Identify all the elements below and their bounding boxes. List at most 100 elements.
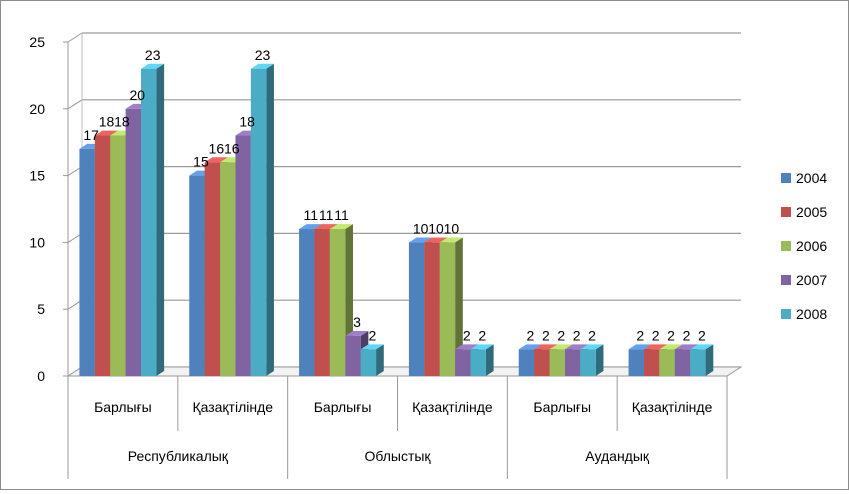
data-label: 11	[319, 207, 334, 223]
data-label: 11	[304, 207, 319, 223]
data-label: 2	[542, 327, 550, 343]
data-label: 18	[114, 114, 130, 130]
bar-top	[360, 344, 384, 350]
y-tick-label: 25	[29, 34, 45, 50]
data-label: 16	[224, 140, 240, 156]
data-label: 2	[557, 327, 565, 343]
bar-top	[564, 344, 589, 350]
legend-swatch	[781, 275, 791, 285]
data-label: 2	[478, 327, 486, 343]
bar-side	[705, 344, 714, 376]
data-label: 10	[428, 220, 444, 236]
data-label: 18	[99, 114, 115, 130]
y-tick-label: 20	[29, 101, 45, 117]
x-tick-label: Барлығы	[94, 399, 152, 415]
bar-side	[156, 63, 165, 377]
x-tick-label: Қазақтілінде	[192, 399, 273, 415]
bar	[643, 349, 660, 376]
bar	[345, 335, 361, 376]
bar-top	[204, 157, 228, 163]
bar-top	[408, 237, 433, 243]
bar	[439, 242, 456, 376]
bar	[220, 162, 236, 376]
bar-top	[141, 63, 165, 69]
bar-top	[674, 344, 698, 350]
bar-top	[345, 330, 369, 336]
bar	[408, 242, 425, 376]
data-label: 10	[444, 220, 460, 236]
bar	[235, 135, 251, 376]
gridline-depth	[67, 99, 83, 110]
bar	[79, 148, 95, 376]
bar	[329, 229, 346, 376]
y-tick-label: 0	[37, 368, 45, 384]
data-label: 2	[463, 327, 471, 343]
bar	[549, 349, 565, 376]
data-label: 2	[652, 327, 660, 343]
bar-top	[424, 237, 448, 243]
data-label: 17	[83, 127, 99, 143]
bar-side	[485, 344, 494, 376]
data-label: 2	[588, 327, 596, 343]
bar	[94, 135, 111, 376]
bar-side	[266, 63, 274, 377]
bar-top	[314, 224, 338, 230]
bar	[628, 349, 644, 376]
bar	[690, 349, 706, 376]
legend-label: 2006	[796, 238, 827, 254]
legend-swatch	[781, 173, 791, 183]
axes	[63, 33, 743, 377]
legend-swatch	[781, 309, 791, 319]
bar-side	[455, 237, 463, 376]
bar-top	[470, 344, 494, 350]
bar-top	[94, 130, 118, 136]
bar	[141, 68, 157, 376]
legend-label: 2007	[796, 272, 827, 288]
bar	[204, 162, 221, 376]
x-tick-label: Барлығы	[314, 399, 372, 415]
bar-top	[299, 224, 323, 230]
bar	[470, 349, 486, 376]
data-label: 15	[193, 154, 209, 170]
legend-swatch	[781, 207, 791, 217]
bar	[674, 349, 691, 376]
x-tick-label: Барлығы	[533, 399, 591, 415]
bar	[360, 349, 377, 376]
legend-label: 2005	[796, 204, 827, 220]
data-label: 20	[130, 87, 146, 103]
bar-top	[549, 344, 573, 350]
legend: 2004 2005 2006 2007 2008	[781, 170, 827, 322]
bar-top	[690, 344, 714, 350]
bar	[564, 349, 581, 376]
x-tick-label: Қазақтілінде	[632, 399, 713, 415]
gridline-depth	[67, 32, 83, 43]
bar	[580, 349, 596, 376]
data-label: 2	[527, 327, 535, 343]
bar	[534, 349, 550, 376]
bar	[424, 242, 440, 376]
data-label: 11	[334, 207, 349, 223]
legend-label: 2008	[796, 306, 827, 322]
bar-side	[595, 344, 604, 376]
data-label: 2	[683, 327, 691, 343]
data-label: 2	[368, 327, 376, 343]
data-label: 2	[667, 327, 675, 343]
bar-top	[518, 344, 542, 350]
bar	[455, 349, 471, 376]
x-axis-labels: Барлығы Қазақтілінде Барлығы Қазақтілінде Ба…	[67, 376, 728, 479]
bar-top	[534, 344, 558, 350]
data-label: 18	[239, 114, 255, 130]
data-label: 2	[573, 327, 581, 343]
bar	[125, 108, 142, 377]
legend-swatch	[781, 241, 791, 251]
y-tick-label: 15	[29, 168, 45, 184]
data-label: 16	[209, 140, 225, 156]
bar-side	[376, 344, 384, 376]
x-tick-label: Қазақтілінде	[412, 399, 493, 415]
bar-top	[659, 344, 683, 350]
bar	[314, 229, 330, 376]
group-label: Облыстық	[364, 448, 431, 464]
